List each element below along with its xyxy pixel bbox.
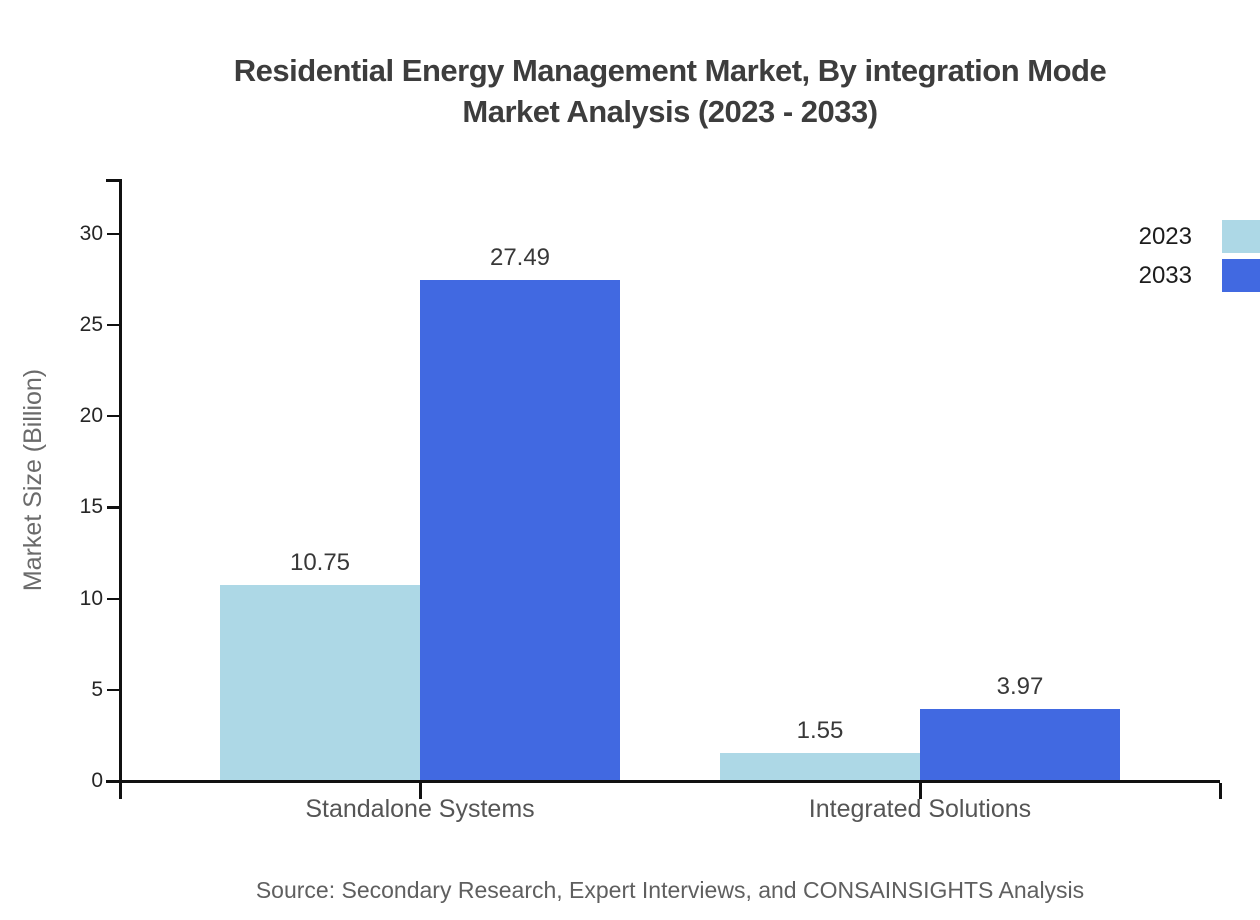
y-tick-label: 15 [79, 495, 103, 519]
value-label: 1.55 [796, 716, 844, 744]
y-tick-label: 5 [91, 677, 103, 701]
y-axis-line [119, 179, 122, 797]
legend-row: 2023 [1139, 220, 1260, 253]
y-tick-label: 10 [79, 586, 103, 610]
y-tick [107, 323, 120, 327]
y-tick [107, 415, 120, 418]
chart-title: Residential Energy Management Market, By… [233, 53, 1107, 88]
x-tick [1219, 782, 1222, 799]
bar-2023-integrated-solutions [720, 752, 920, 782]
y-tick [107, 506, 120, 509]
y-tick-label: 20 [79, 404, 103, 428]
legend-label: 2023 [1138, 222, 1192, 250]
source-note: Source: Secondary Research, Expert Inter… [255, 877, 1085, 903]
y-tick-label: 25 [79, 312, 103, 336]
bar-2023-standalone-systems [220, 584, 420, 782]
legend-swatch-2033 [1222, 259, 1260, 292]
legend-label: 2033 [1138, 261, 1192, 289]
chart-subtitle: Market Analysis (2023 - 2033) [462, 94, 878, 129]
x-tick [919, 782, 922, 799]
x-tick [119, 782, 122, 799]
category-label-integrated-solutions: Integrated Solutions [808, 795, 1032, 823]
bar-2033-standalone-systems [420, 279, 620, 782]
category-label-standalone-systems: Standalone Systems [305, 795, 535, 823]
chart-title-block: Residential Energy Management Market, By… [70, 50, 1260, 132]
y-axis-top-cap [106, 179, 121, 182]
y-tick-label: 0 [91, 769, 103, 792]
y-tick [107, 232, 120, 235]
x-axis-line [106, 779, 1220, 783]
y-tick [107, 597, 120, 600]
value-label: 27.49 [489, 243, 551, 271]
y-tick-label: 30 [79, 221, 103, 245]
legend: 2023 2033 [1139, 220, 1260, 298]
value-label: 10.75 [289, 548, 351, 576]
x-tick [419, 782, 422, 799]
bar-2033-integrated-solutions [920, 708, 1120, 782]
y-tick [107, 688, 120, 691]
legend-row: 2033 [1139, 259, 1260, 292]
legend-swatch-2023 [1222, 220, 1260, 253]
value-label: 3.97 [996, 672, 1044, 700]
